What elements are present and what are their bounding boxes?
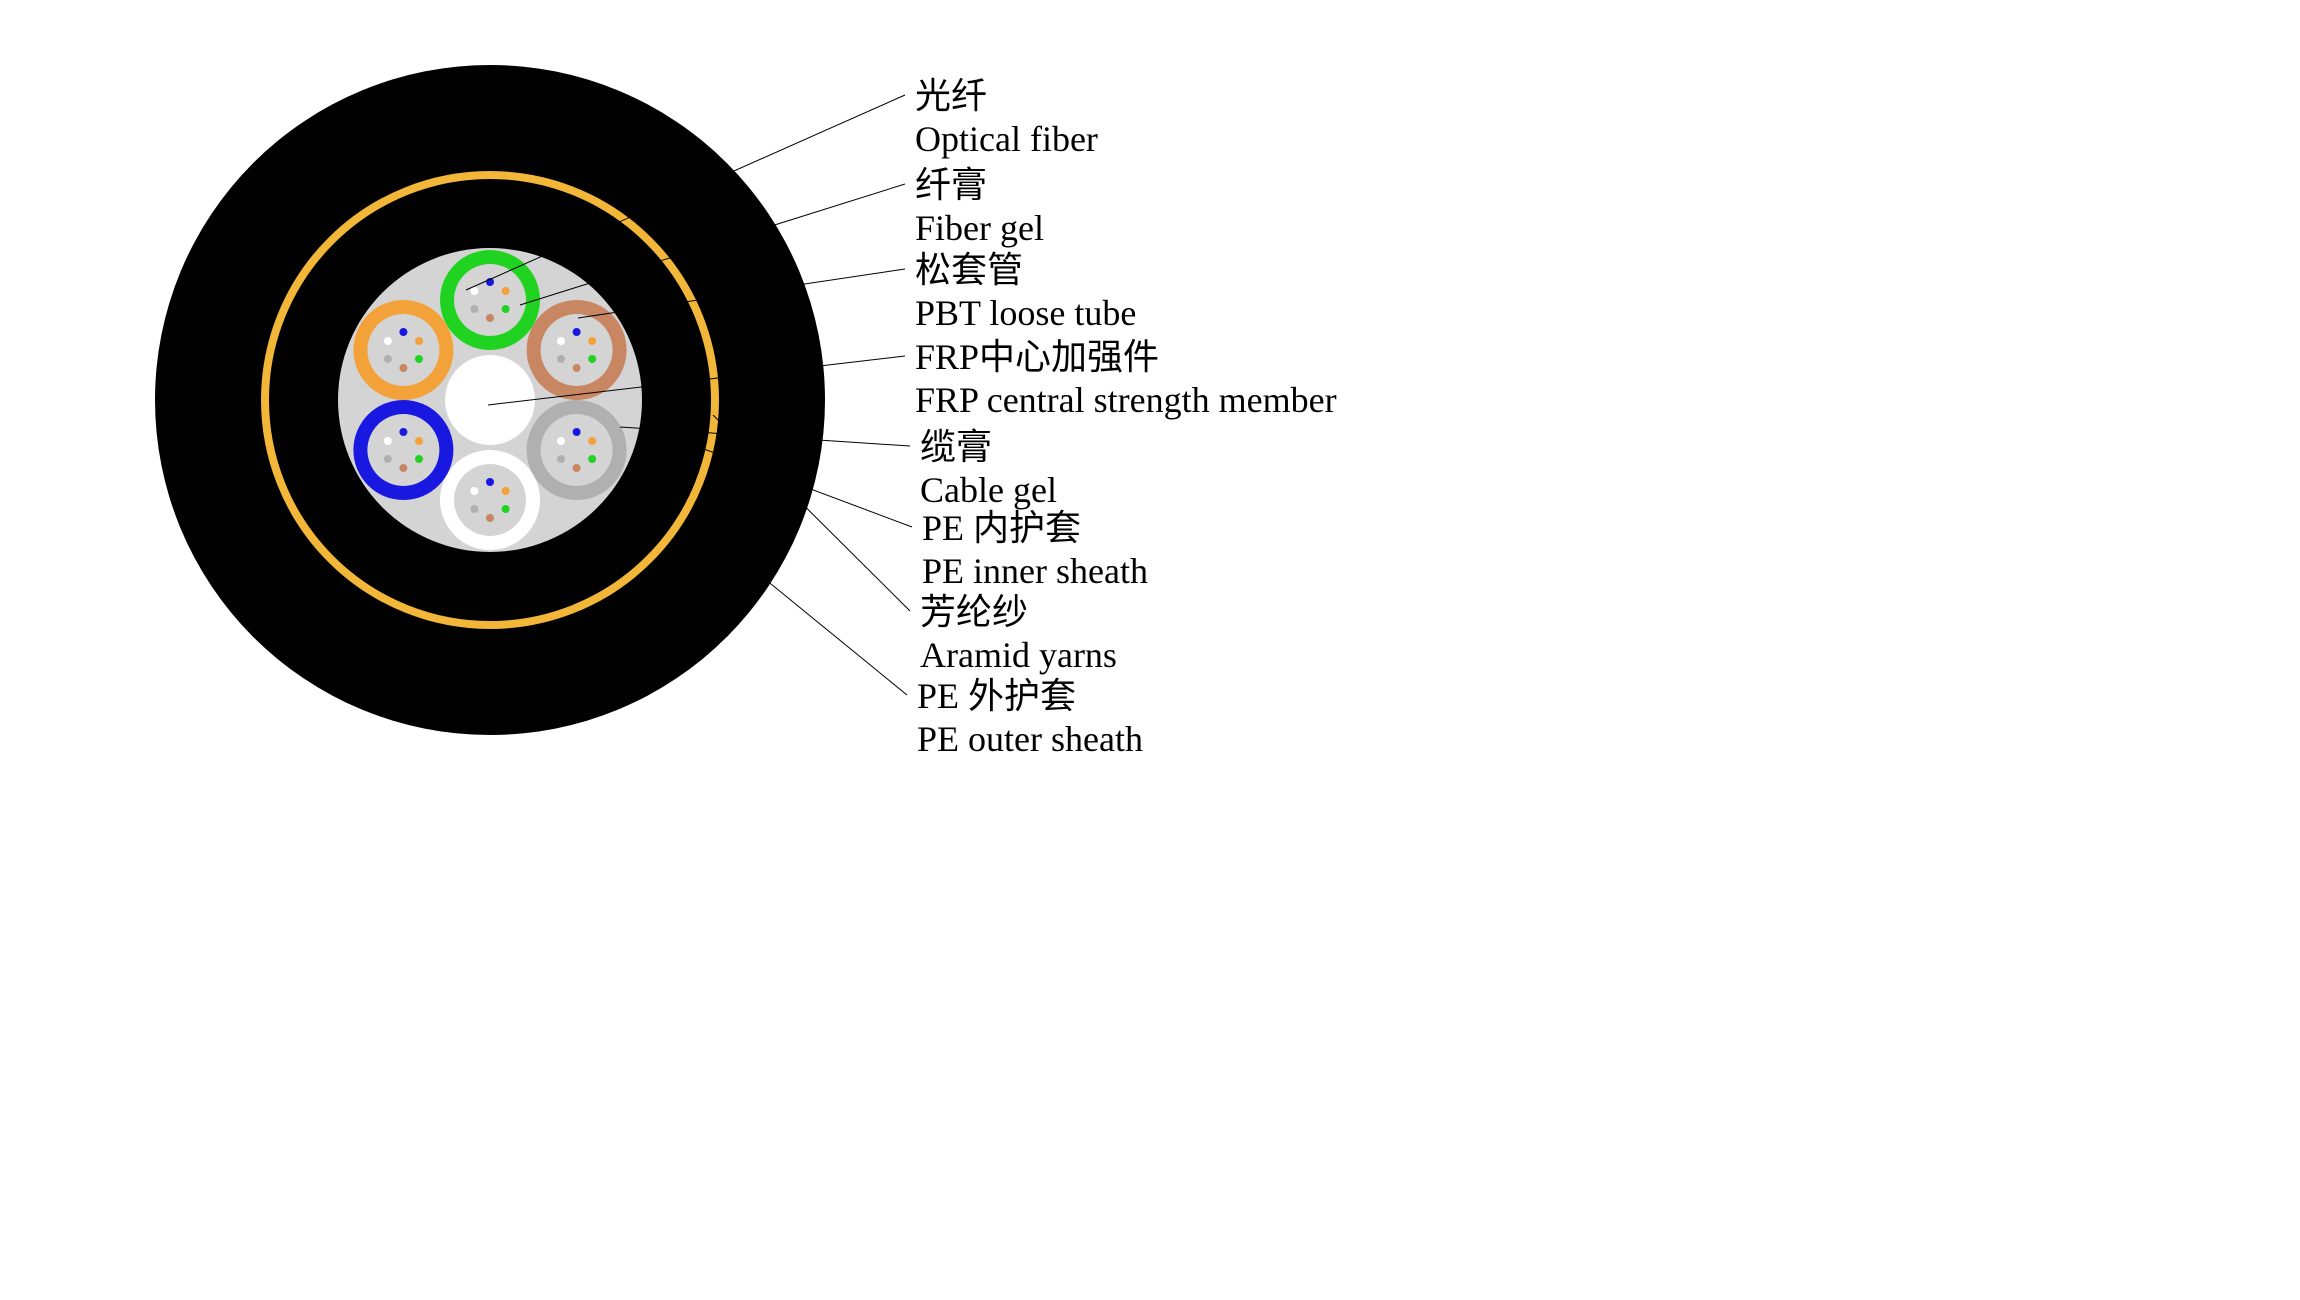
optical-fiber-dot (573, 364, 581, 372)
optical-fiber-dot (399, 364, 407, 372)
label-en: Aramid yarns (920, 634, 1117, 677)
optical-fiber-dot (502, 505, 510, 513)
optical-fiber-dot (384, 437, 392, 445)
component-label: PE 外护套PE outer sheath (917, 675, 1143, 761)
label-cn: 缆膏 (920, 426, 1057, 469)
optical-fiber-dot (470, 505, 478, 513)
optical-fiber-dot (557, 437, 565, 445)
optical-fiber-dot (470, 287, 478, 295)
optical-fiber-dot (573, 328, 581, 336)
optical-fiber-dot (399, 428, 407, 436)
optical-fiber-dot (399, 328, 407, 336)
label-en: Cable gel (920, 469, 1057, 512)
component-label: PE 内护套PE inner sheath (922, 507, 1148, 593)
optical-fiber-dot (557, 355, 565, 363)
frp-center (445, 355, 535, 445)
loose-tube-gel (541, 314, 613, 386)
component-label: 光纤Optical fiber (915, 75, 1098, 161)
optical-fiber-dot (588, 337, 596, 345)
optical-fiber-dot (573, 464, 581, 472)
label-en: PBT loose tube (915, 292, 1136, 335)
loose-tube-gel (454, 464, 526, 536)
component-label: 纤膏Fiber gel (915, 164, 1044, 250)
label-cn: 光纤 (915, 75, 1098, 118)
optical-fiber-dot (486, 478, 494, 486)
diagram-svg (0, 0, 2300, 1300)
label-en: PE inner sheath (922, 550, 1148, 593)
optical-fiber-dot (588, 355, 596, 363)
optical-fiber-dot (557, 455, 565, 463)
optical-fiber-dot (502, 305, 510, 313)
optical-fiber-dot (502, 287, 510, 295)
label-en: Fiber gel (915, 207, 1044, 250)
optical-fiber-dot (415, 337, 423, 345)
optical-fiber-dot (502, 487, 510, 495)
component-label: 松套管PBT loose tube (915, 249, 1136, 335)
label-en: FRP central strength member (915, 379, 1337, 422)
optical-fiber-dot (557, 337, 565, 345)
label-cn: 纤膏 (915, 164, 1044, 207)
label-cn: 芳纶纱 (920, 591, 1117, 634)
optical-fiber-dot (470, 487, 478, 495)
optical-fiber-dot (415, 437, 423, 445)
loose-tube-gel (541, 414, 613, 486)
loose-tube-gel (454, 264, 526, 336)
optical-fiber-dot (486, 314, 494, 322)
optical-fiber-dot (588, 455, 596, 463)
label-cn: FRP中心加强件 (915, 336, 1337, 379)
loose-tube-gel (367, 414, 439, 486)
label-cn: PE 内护套 (922, 507, 1148, 550)
optical-fiber-dot (588, 437, 596, 445)
component-label: 芳纶纱Aramid yarns (920, 591, 1117, 677)
optical-fiber-dot (384, 355, 392, 363)
label-cn: PE 外护套 (917, 675, 1143, 718)
component-label: FRP中心加强件FRP central strength member (915, 336, 1337, 422)
optical-fiber-dot (384, 337, 392, 345)
optical-fiber-dot (470, 305, 478, 313)
optical-fiber-dot (415, 355, 423, 363)
leader-line (760, 575, 907, 695)
label-en: Optical fiber (915, 118, 1098, 161)
optical-fiber-dot (415, 455, 423, 463)
cable-cross-section-diagram: 光纤Optical fiber纤膏Fiber gel松套管PBT loose t… (0, 0, 2300, 1300)
loose-tube-gel (367, 314, 439, 386)
optical-fiber-dot (399, 464, 407, 472)
component-label: 缆膏Cable gel (920, 426, 1057, 512)
optical-fiber-dot (384, 455, 392, 463)
label-en: PE outer sheath (917, 718, 1143, 761)
optical-fiber-dot (486, 514, 494, 522)
label-cn: 松套管 (915, 249, 1136, 292)
optical-fiber-dot (573, 428, 581, 436)
